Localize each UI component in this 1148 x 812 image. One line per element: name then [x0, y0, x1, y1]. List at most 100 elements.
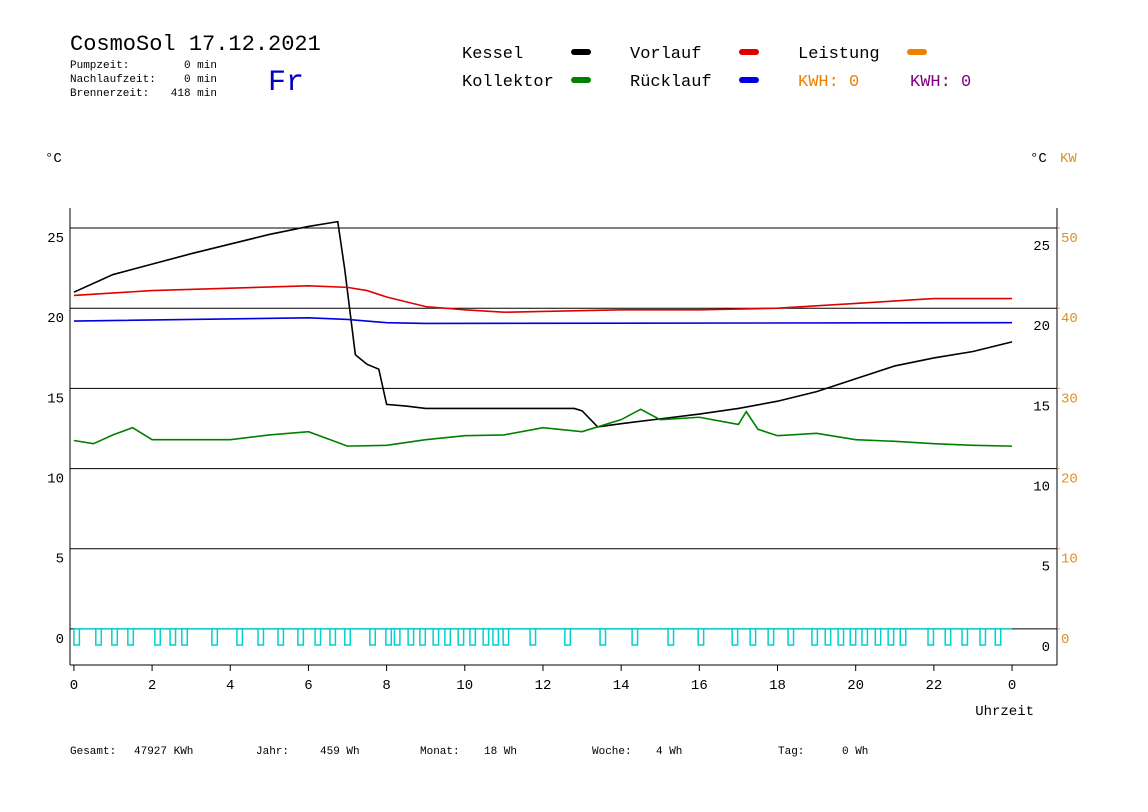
x-tick-label: 2	[148, 678, 156, 694]
footer-value: 18 Wh	[484, 746, 517, 758]
y2-tick-label: 50	[1061, 231, 1078, 247]
pump-pulse	[314, 628, 322, 646]
pump-pulse	[564, 628, 572, 646]
pump-pulse	[211, 628, 219, 646]
series-line	[73, 317, 1013, 325]
pump-pulse	[444, 628, 452, 646]
legend-label: Leistung	[798, 45, 880, 64]
pump-pulse	[599, 628, 607, 646]
footer-label: Gesamt:	[70, 746, 116, 758]
pump-pulse	[811, 628, 819, 646]
pump-pulse	[95, 628, 103, 646]
pump-pulse	[749, 628, 757, 646]
pump-pulse	[767, 628, 775, 646]
pump-pulse	[297, 628, 305, 646]
pump-pulse	[961, 628, 969, 646]
y-tick-label: 15	[47, 391, 64, 407]
y-tick-label-right: 10	[1033, 480, 1050, 496]
x-tick-label: 8	[382, 678, 390, 694]
x-tick-label: 12	[535, 678, 552, 694]
pump-pulse	[874, 628, 882, 646]
pump-pulse	[861, 628, 869, 646]
pump-pulse	[127, 628, 135, 646]
pump-pulse	[502, 628, 510, 646]
pump-pulse	[469, 628, 477, 646]
x-tick-label: 6	[304, 678, 312, 694]
pump-pulse	[236, 628, 244, 646]
pump-pulse	[631, 628, 639, 646]
pump-pulse	[257, 628, 265, 646]
series-line	[73, 220, 1013, 428]
pump-pulse	[111, 628, 119, 646]
y2-tick-label: 0	[1061, 632, 1069, 648]
y-tick-label-right: 20	[1033, 319, 1050, 335]
pump-pulse	[492, 628, 500, 646]
pump-pulse	[887, 628, 895, 646]
kwh-label: KWH: 0	[910, 73, 971, 92]
y-tick-label: 25	[47, 231, 64, 247]
pump-pulse	[899, 628, 907, 646]
pump-pulse	[154, 628, 162, 646]
kwh-label: KWH: 0	[798, 73, 859, 92]
y-tick-label: 20	[47, 311, 64, 327]
pump-pulse	[849, 628, 857, 646]
pump-pulse	[457, 628, 465, 646]
y-tick-label: 5	[56, 552, 64, 568]
pump-pulse	[277, 628, 285, 646]
legend-label: Rücklauf	[630, 73, 712, 92]
pump-pulse	[824, 628, 832, 646]
pump-pulse	[432, 628, 440, 646]
pump-pulse	[482, 628, 490, 646]
pump-pulse	[419, 628, 427, 646]
pump-pulse	[369, 628, 377, 646]
y-tick-label-right: 0	[1042, 640, 1050, 656]
info-value: 0 min	[184, 60, 217, 72]
y-unit-right: °C	[1030, 151, 1047, 167]
footer-value: 4 Wh	[656, 746, 682, 758]
info-label: Brennerzeit:	[70, 88, 149, 100]
info-value: 0 min	[184, 74, 217, 86]
x-tick-label: 16	[691, 678, 708, 694]
y2-tick-label: 30	[1061, 391, 1078, 407]
x-tick-label: 22	[925, 678, 942, 694]
y-tick-label: 10	[47, 472, 64, 488]
y-tick-label-right: 25	[1033, 239, 1050, 255]
pump-pulse	[393, 628, 401, 646]
footer-value: 47927 KWh	[134, 746, 193, 758]
pump-pulse	[169, 628, 177, 646]
pump-pulse	[787, 628, 795, 646]
y-unit: °C	[45, 151, 62, 167]
pump-pulse	[407, 628, 415, 646]
footer-value: 459 Wh	[320, 746, 360, 758]
info-label: Nachlaufzeit:	[70, 74, 156, 86]
pump-pulse	[697, 628, 705, 646]
x-tick-label: 0	[1008, 678, 1016, 694]
pump-pulse	[385, 628, 393, 646]
pump-pulse	[979, 628, 987, 646]
pump-pulse	[329, 628, 337, 646]
x-tick-label: 18	[769, 678, 786, 694]
footer-label: Woche:	[592, 746, 632, 758]
pump-pulse	[927, 628, 935, 646]
pump-pulse	[837, 628, 845, 646]
pump-pulse	[181, 628, 189, 646]
chart-title: CosmoSol 17.12.2021	[70, 32, 321, 57]
footer-label: Jahr:	[256, 746, 289, 758]
pump-pulse	[73, 628, 81, 646]
info-value: 418 min	[171, 88, 217, 100]
x-tick-label: 20	[847, 678, 864, 694]
pump-pulse	[994, 628, 1002, 646]
day-label: Fr	[268, 66, 304, 100]
pump-pulse	[344, 628, 352, 646]
y-tick-label-right: 5	[1042, 560, 1050, 576]
y-tick-label: 0	[56, 632, 64, 648]
series-line	[73, 408, 1013, 447]
y2-tick-label: 10	[1061, 552, 1078, 568]
legend-label: Kessel	[462, 45, 523, 64]
footer-value: 0 Wh	[842, 746, 868, 758]
y2-tick-label: 40	[1061, 311, 1078, 327]
x-tick-label: 14	[613, 678, 630, 694]
y2-tick-label: 20	[1061, 472, 1078, 488]
pump-pulse	[529, 628, 537, 646]
